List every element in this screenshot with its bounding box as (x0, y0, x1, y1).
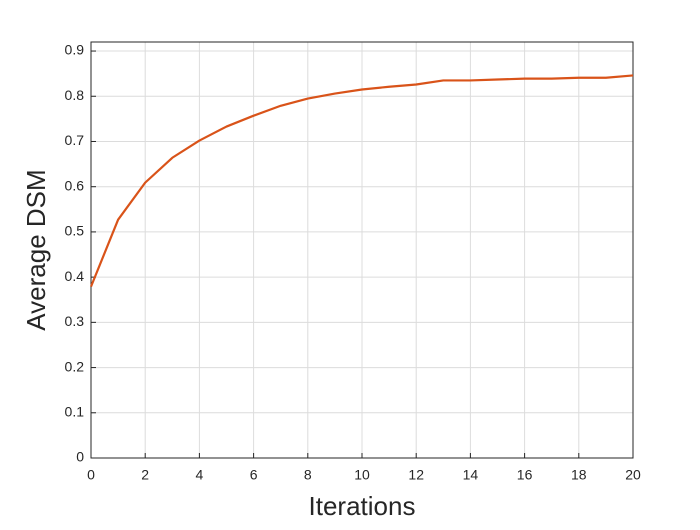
x-tick-label: 6 (250, 467, 258, 483)
x-tick-label: 10 (354, 467, 370, 483)
x-tick-label: 16 (517, 467, 533, 483)
y-axis-title: Average DSM (21, 169, 51, 330)
y-tick-label: 0.6 (65, 177, 85, 193)
x-tick-label: 12 (408, 467, 424, 483)
x-tick-label: 2 (141, 467, 149, 483)
x-tick-label: 14 (463, 467, 479, 483)
y-tick-label: 0.4 (65, 268, 85, 284)
y-tick-label: 0.1 (65, 403, 85, 419)
x-tick-label: 20 (625, 467, 641, 483)
x-tick-label: 8 (304, 467, 312, 483)
x-tick-label: 18 (571, 467, 587, 483)
x-axis-title: Iterations (309, 491, 416, 521)
y-tick-label: 0.3 (65, 313, 85, 329)
y-tick-label: 0.8 (65, 87, 85, 103)
x-tick-label: 0 (87, 467, 95, 483)
y-tick-label: 0.2 (65, 358, 85, 374)
y-tick-label: 0.5 (65, 223, 85, 239)
x-tick-label: 4 (196, 467, 204, 483)
grid (90, 42, 634, 459)
y-tick-label: 0 (76, 449, 84, 465)
y-tick-label: 0.9 (65, 42, 85, 58)
y-tick-label: 0.7 (65, 132, 85, 148)
line (89, 74, 634, 288)
